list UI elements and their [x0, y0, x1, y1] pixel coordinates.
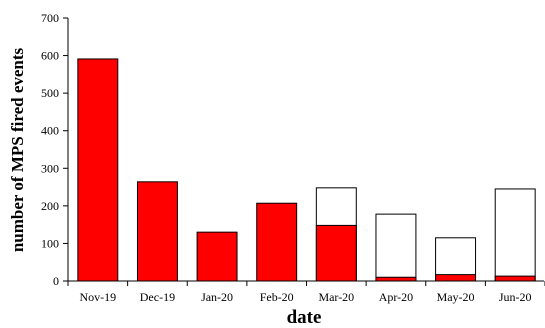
x-tick-label: Nov-19 [79, 290, 116, 304]
y-tick-label: 400 [41, 124, 59, 138]
y-tick-label: 700 [41, 11, 59, 25]
y-tick-label: 600 [41, 49, 59, 63]
y-tick-label: 100 [41, 236, 59, 250]
bar-filled [494, 275, 536, 282]
bar-filled [77, 58, 119, 282]
x-tick-label: Jun-20 [499, 290, 532, 304]
bar-outline [375, 213, 417, 282]
x-tick-label: Apr-20 [379, 290, 413, 304]
y-axis-title: number of MPS fired events [8, 47, 27, 252]
bar-filled [196, 231, 238, 282]
bar-filled [435, 274, 477, 282]
bar-filled [315, 224, 357, 282]
bar-outline [494, 188, 536, 282]
x-tick-label: Mar-20 [318, 290, 354, 304]
y-tick-label: 200 [41, 199, 59, 213]
y-tick-label: 300 [41, 161, 59, 175]
x-tick-label: Jan-20 [201, 290, 233, 304]
x-axis-ticks: Nov-19 Dec-19 Jan-20 Feb-20 Mar-20 Apr-20 May-… [67, 281, 545, 304]
y-axis-ticks: 0 100 200 300 400 500 600 700 [41, 11, 68, 288]
x-tick-label: Feb-20 [260, 290, 294, 304]
y-tick-label: 0 [53, 274, 59, 288]
y-tick-label: 500 [41, 86, 59, 100]
x-tick-label: Dec-19 [140, 290, 175, 304]
bar-filled [375, 276, 417, 282]
bar-filled [256, 202, 298, 282]
bar-filled [136, 181, 178, 282]
bar-outline [435, 237, 477, 282]
x-axis-title: date [287, 307, 322, 328]
bars-layer [77, 58, 536, 282]
x-tick-label: May-20 [437, 290, 475, 304]
